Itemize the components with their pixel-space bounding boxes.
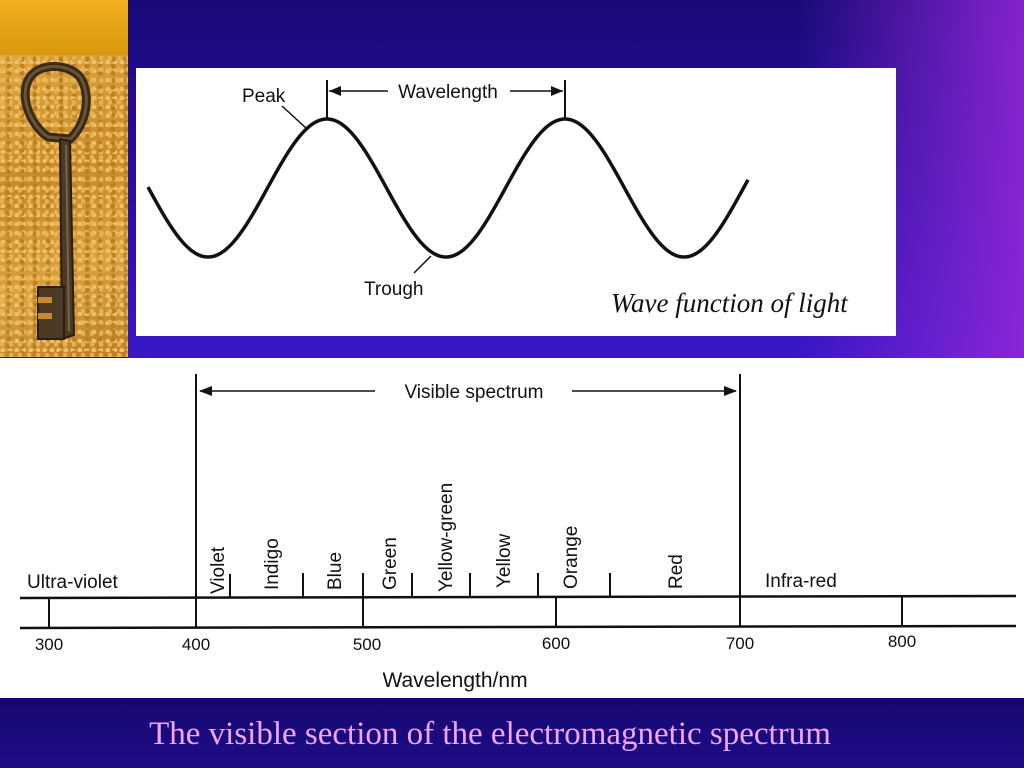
visible-spectrum-label: Visible spectrum — [404, 382, 543, 403]
visible-arrow-right-icon — [724, 386, 737, 396]
key-image — [20, 62, 91, 341]
band-orange: Orange — [561, 526, 582, 589]
tick-label-800: 800 — [888, 632, 916, 651]
band-green: Green — [380, 537, 401, 590]
axis-title: Wavelength/nm — [382, 669, 527, 692]
wavelength-label: Wavelength — [398, 82, 498, 103]
tick-label-700: 700 — [726, 634, 754, 653]
infra-red-label: Infra-red — [765, 571, 837, 592]
band-yellow: Yellow — [494, 533, 515, 588]
wave-caption: Wave function of light — [611, 288, 849, 318]
axis-line-lower — [19, 624, 1017, 630]
slide-caption: The visible section of the electromagnet… — [149, 716, 831, 752]
wave-diagram: Wavelength Peak Trough Wave function of … — [146, 80, 849, 318]
band-indigo: Indigo — [262, 538, 283, 590]
band-violet: Violet — [208, 546, 229, 594]
gold-accent-bar — [0, 0, 128, 55]
wave-function-panel: Wavelength Peak Trough Wave function of … — [136, 68, 896, 336]
visible-arrow-left-icon — [199, 386, 212, 396]
arrow-right-icon — [551, 86, 563, 96]
wavelength-ticks: 300 400 500 600 700 800 — [35, 596, 916, 654]
ultra-violet-label: Ultra-violet — [27, 572, 119, 593]
trough-label: Trough — [364, 279, 424, 300]
key-photo — [0, 55, 128, 357]
band-red: Red — [666, 554, 687, 589]
spectrum-panel: Visible spectrum Ultra-violet Infra-red … — [0, 358, 1024, 698]
tick-label-300: 300 — [35, 635, 63, 654]
peak-label: Peak — [242, 86, 286, 107]
axis-line-upper — [19, 594, 1017, 600]
tick-label-400: 400 — [182, 635, 210, 654]
band-yellow-green: Yellow-green — [436, 483, 457, 592]
spectrum-diagram: Visible spectrum Ultra-violet Infra-red … — [19, 374, 1017, 692]
band-blue: Blue — [325, 552, 346, 590]
tick-label-500: 500 — [353, 635, 381, 654]
caption-bar — [0, 698, 1024, 768]
band-separators — [229, 573, 611, 598]
tick-label-600: 600 — [542, 634, 570, 653]
arrow-left-icon — [329, 86, 341, 96]
sine-wave — [146, 117, 750, 259]
